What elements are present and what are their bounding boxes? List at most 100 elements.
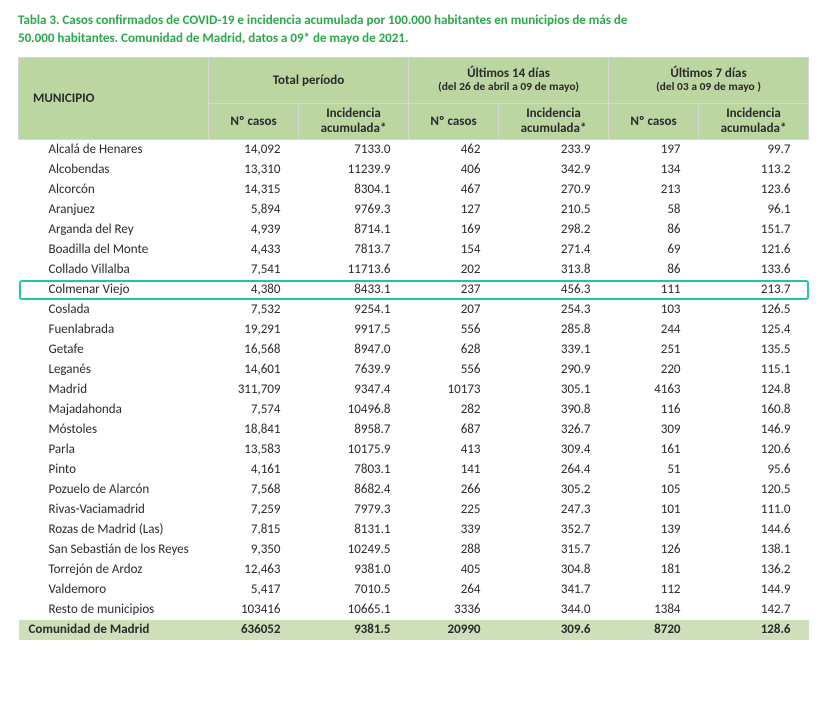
cell-value: 120.6 — [699, 440, 809, 460]
table-body: Alcalá de Henares14,0927133.0462233.9197… — [19, 139, 809, 640]
cell-value: 19,291 — [209, 320, 299, 340]
cell-value: 4,939 — [209, 220, 299, 240]
cell-value: 10665.1 — [299, 600, 409, 620]
cell-value: 251 — [609, 340, 699, 360]
cell-value: 7,532 — [209, 300, 299, 320]
table-row: Móstoles18,8418958.7687326.7309146.9 — [19, 420, 809, 440]
cell-municipio: Rozas de Madrid (Las) — [19, 520, 209, 540]
cell-value: 8682.4 — [299, 480, 409, 500]
subcol-cases-1: Nº casos — [409, 103, 499, 139]
table-total-row: Comunidad de Madrid6360529381.520990309.… — [19, 620, 809, 640]
cell-value: 9254.1 — [299, 300, 409, 320]
cell-value: 7010.5 — [299, 580, 409, 600]
cell-value: 271.4 — [499, 240, 609, 260]
table-row: Parla13,58310175.9413309.4161120.6 — [19, 440, 809, 460]
cell-value: 305.1 — [499, 380, 609, 400]
cell-value: 298.2 — [499, 220, 609, 240]
cell-value: 154 — [409, 240, 499, 260]
cell-municipio: Boadilla del Monte — [19, 240, 209, 260]
cell-value: 266 — [409, 480, 499, 500]
caption-line-2: 50.000 habitantes. Comunidad de Madrid, … — [18, 30, 808, 48]
table-row: Pozuelo de Alarcón7,5688682.4266305.2105… — [19, 480, 809, 500]
table-row: Fuenlabrada19,2919917.5556285.8244125.4 — [19, 320, 809, 340]
table-row: Collado Villalba7,54111713.6202313.88613… — [19, 260, 809, 280]
cell-value: 121.6 — [699, 240, 809, 260]
cell-municipio: Rivas-Vaciamadrid — [19, 500, 209, 520]
cell-value: 7,259 — [209, 500, 299, 520]
cell-value: 4,161 — [209, 460, 299, 480]
cell-municipio: Leganés — [19, 360, 209, 380]
cell-value: 11713.6 — [299, 260, 409, 280]
cell-total-value: 9381.5 — [299, 620, 409, 640]
cell-value: 103 — [609, 300, 699, 320]
cell-total-value: 636052 — [209, 620, 299, 640]
cell-value: 5,417 — [209, 580, 299, 600]
cell-value: 9381.0 — [299, 560, 409, 580]
table-row: Torrejón de Ardoz12,4639381.0405304.8181… — [19, 560, 809, 580]
cell-value: 86 — [609, 260, 699, 280]
cell-municipio: Arganda del Rey — [19, 220, 209, 240]
cell-value: 9769.3 — [299, 200, 409, 220]
cell-value: 123.6 — [699, 180, 809, 200]
subcol-inc-2: Incidencia acumulada* — [699, 103, 809, 139]
cell-value: 9,350 — [209, 540, 299, 560]
subcol-inc-1: Incidencia acumulada* — [499, 103, 609, 139]
cell-value: 237 — [409, 280, 499, 300]
cell-value: 7133.0 — [299, 139, 409, 160]
covid-table: MUNICIPIO Total período Últimos 14 días … — [18, 57, 809, 640]
cell-value: 86 — [609, 220, 699, 240]
cell-total-value: 8720 — [609, 620, 699, 640]
cell-value: 113.2 — [699, 160, 809, 180]
cell-value: 687 — [409, 420, 499, 440]
cell-value: 8433.1 — [299, 280, 409, 300]
cell-value: 181 — [609, 560, 699, 580]
cell-value: 18,841 — [209, 420, 299, 440]
cell-value: 14,315 — [209, 180, 299, 200]
cell-value: 112 — [609, 580, 699, 600]
cell-value: 406 — [409, 160, 499, 180]
cell-value: 1384 — [609, 600, 699, 620]
table-row: Pinto4,1617803.1141264.45195.6 — [19, 460, 809, 480]
cell-municipio: Aranjuez — [19, 200, 209, 220]
cell-value: 339 — [409, 520, 499, 540]
col-group-14d: Últimos 14 días (del 26 de abril a 09 de… — [409, 58, 609, 104]
cell-value: 111 — [609, 280, 699, 300]
table-row: Rozas de Madrid (Las)7,8158131.1339352.7… — [19, 520, 809, 540]
table-row: Majadahonda7,57410496.8282390.8116160.8 — [19, 400, 809, 420]
col-municipio: MUNICIPIO — [19, 58, 209, 140]
cell-value: 139 — [609, 520, 699, 540]
cell-value: 127 — [409, 200, 499, 220]
cell-value: 10249.5 — [299, 540, 409, 560]
cell-municipio: Getafe — [19, 340, 209, 360]
cell-municipio: Alcobendas — [19, 160, 209, 180]
table-row: Leganés14,6017639.9556290.9220115.1 — [19, 360, 809, 380]
table-row: Rivas-Vaciamadrid7,2597979.3225247.31011… — [19, 500, 809, 520]
cell-value: 99.7 — [699, 139, 809, 160]
cell-value: 160.8 — [699, 400, 809, 420]
cell-value: 309 — [609, 420, 699, 440]
cell-value: 134 — [609, 160, 699, 180]
cell-value: 141 — [409, 460, 499, 480]
cell-value: 233.9 — [499, 139, 609, 160]
cell-value: 16,568 — [209, 340, 299, 360]
cell-value: 244 — [609, 320, 699, 340]
cell-municipio: Parla — [19, 440, 209, 460]
cell-value: 202 — [409, 260, 499, 280]
cell-municipio: Madrid — [19, 380, 209, 400]
cell-value: 105 — [609, 480, 699, 500]
cell-municipio: Colmenar Viejo — [19, 280, 209, 300]
table-row: Getafe16,5688947.0628339.1251135.5 — [19, 340, 809, 360]
cell-value: 142.7 — [699, 600, 809, 620]
cell-value: 4,380 — [209, 280, 299, 300]
table-row: Madrid311,7099347.410173305.14163124.8 — [19, 380, 809, 400]
cell-value: 4,433 — [209, 240, 299, 260]
cell-value: 210.5 — [499, 200, 609, 220]
cell-value: 133.6 — [699, 260, 809, 280]
cell-value: 10173 — [409, 380, 499, 400]
cell-value: 101 — [609, 500, 699, 520]
cell-value: 12,463 — [209, 560, 299, 580]
table-header: MUNICIPIO Total período Últimos 14 días … — [19, 58, 809, 140]
cell-value: 213 — [609, 180, 699, 200]
col-group-total: Total período — [209, 58, 409, 104]
cell-value: 126 — [609, 540, 699, 560]
